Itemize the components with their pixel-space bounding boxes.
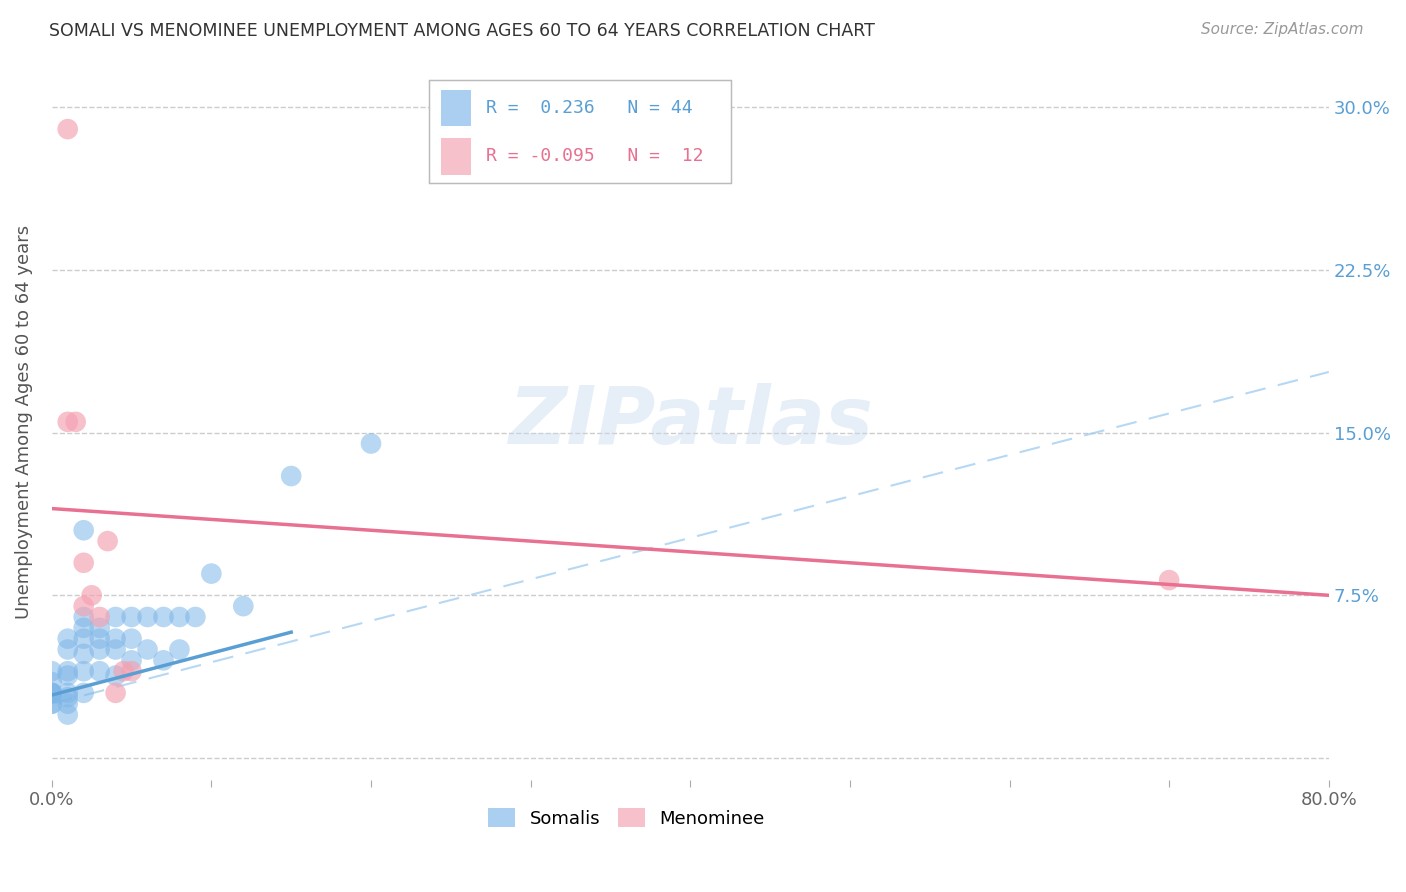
Point [121,664,143,678]
Point [80,588,103,602]
Point [104,686,127,700]
Legend: Somalis, Menominee: Somalis, Menominee [481,801,772,835]
Point [65,415,87,429]
Point [41,686,63,700]
Point [136,610,159,624]
Point [152,610,174,624]
Point [56,122,79,136]
Bar [441,89,471,127]
Point [41,664,63,678]
Point [73,686,96,700]
Point [89,632,111,646]
Point [360,436,382,450]
Point [104,642,127,657]
Point [73,621,96,635]
Point [56,642,79,657]
Point [73,632,96,646]
Point [41,675,63,690]
Point [56,686,79,700]
Text: R = -0.095   N =  12: R = -0.095 N = 12 [486,147,704,165]
Point [41,697,63,711]
Point [232,599,254,614]
Point [73,599,96,614]
Point [56,697,79,711]
Point [121,632,143,646]
Point [73,647,96,661]
Point [104,668,127,682]
Point [56,690,79,705]
Point [1159,573,1181,587]
Point [89,642,111,657]
Point [89,664,111,678]
Point [104,632,127,646]
Point [56,415,79,429]
Point [56,664,79,678]
Point [73,610,96,624]
Point [73,523,96,537]
Text: R =  0.236   N = 44: R = 0.236 N = 44 [486,99,693,117]
Point [104,610,127,624]
Point [73,664,96,678]
Point [41,686,63,700]
Point [200,566,222,581]
Point [112,664,135,678]
Point [169,610,191,624]
Point [169,642,191,657]
Point [121,653,143,667]
Text: SOMALI VS MENOMINEE UNEMPLOYMENT AMONG AGES 60 TO 64 YEARS CORRELATION CHART: SOMALI VS MENOMINEE UNEMPLOYMENT AMONG A… [49,22,875,40]
Point [97,534,120,549]
Point [89,610,111,624]
Point [152,653,174,667]
Text: ZIPatlas: ZIPatlas [508,383,873,461]
Point [73,556,96,570]
Point [184,610,207,624]
Point [56,632,79,646]
Point [41,697,63,711]
Point [41,686,63,700]
Text: Source: ZipAtlas.com: Source: ZipAtlas.com [1201,22,1364,37]
Point [56,707,79,722]
Point [121,610,143,624]
Point [89,621,111,635]
Y-axis label: Unemployment Among Ages 60 to 64 years: Unemployment Among Ages 60 to 64 years [15,225,32,619]
Point [280,469,302,483]
Point [56,668,79,682]
Point [136,642,159,657]
Bar [441,137,471,175]
